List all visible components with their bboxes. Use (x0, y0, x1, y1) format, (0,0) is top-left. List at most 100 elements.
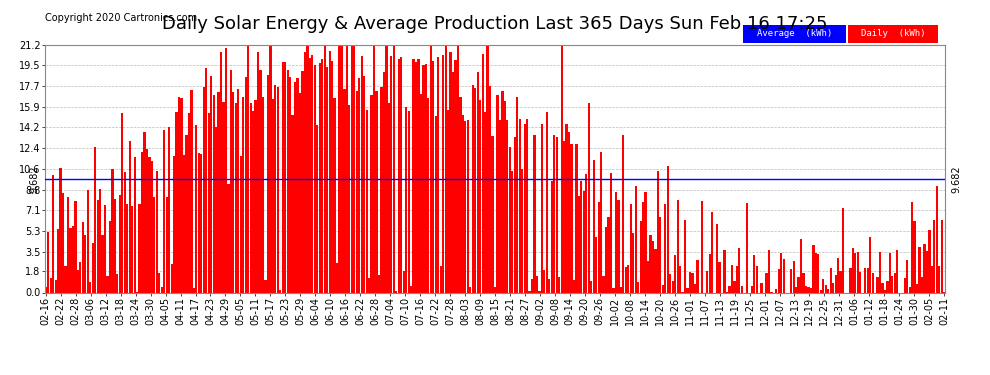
Bar (929, 230, 931, 292)
Bar (99, 189, 101, 292)
Bar (573, 280, 575, 292)
Bar (864, 268, 866, 292)
Bar (866, 268, 869, 292)
Bar (509, 147, 511, 292)
Bar (679, 266, 681, 292)
Bar (82, 222, 84, 292)
Bar (783, 259, 785, 292)
Bar (812, 244, 815, 292)
Bar (896, 250, 899, 292)
Bar (443, 55, 445, 292)
Bar (329, 51, 331, 292)
Bar (301, 71, 304, 292)
Bar (765, 273, 767, 292)
Bar (623, 135, 625, 292)
Bar (141, 152, 144, 292)
Bar (89, 282, 91, 292)
Bar (666, 166, 669, 292)
Bar (555, 137, 557, 292)
Bar (884, 290, 886, 292)
Bar (59, 168, 61, 292)
Bar (230, 70, 232, 292)
Bar (736, 266, 738, 292)
Bar (630, 204, 632, 292)
Bar (851, 248, 854, 292)
Bar (390, 56, 392, 292)
Bar (116, 274, 119, 292)
Bar (768, 250, 770, 292)
Bar (709, 254, 711, 292)
Bar (393, 45, 395, 292)
Bar (425, 64, 427, 292)
Bar (694, 284, 696, 292)
Bar (451, 72, 454, 292)
Bar (400, 57, 402, 292)
Bar (504, 100, 506, 292)
Bar (940, 220, 942, 292)
Bar (544, 270, 545, 292)
Bar (324, 45, 326, 292)
Bar (363, 76, 365, 292)
Bar (519, 119, 521, 292)
Bar (350, 45, 353, 292)
Bar (183, 154, 185, 292)
Bar (291, 115, 294, 292)
Bar (924, 244, 926, 292)
Bar (939, 266, 940, 292)
Bar (570, 144, 572, 292)
Bar (491, 136, 494, 292)
Bar (931, 266, 933, 292)
Bar (837, 258, 840, 292)
Bar (45, 287, 47, 292)
Bar (534, 135, 536, 292)
Bar (526, 119, 529, 292)
FancyBboxPatch shape (848, 25, 939, 42)
Bar (615, 192, 617, 292)
Bar (464, 121, 466, 292)
Bar (267, 75, 269, 292)
Bar (276, 87, 279, 292)
Bar (269, 45, 271, 292)
Bar (676, 200, 679, 292)
Bar (869, 237, 871, 292)
Bar (859, 273, 861, 292)
Bar (760, 283, 762, 292)
Bar (879, 252, 881, 292)
Bar (228, 184, 230, 292)
Bar (541, 124, 543, 292)
Bar (501, 91, 504, 292)
Bar (565, 124, 567, 292)
Bar (243, 97, 245, 292)
Bar (233, 92, 235, 292)
Bar (289, 77, 291, 292)
Text: Copyright 2020 Cartronics.com: Copyright 2020 Cartronics.com (45, 13, 197, 23)
Bar (646, 261, 649, 292)
Bar (706, 272, 709, 292)
Bar (729, 286, 731, 292)
Bar (334, 98, 336, 292)
Bar (430, 45, 432, 292)
Bar (671, 280, 674, 292)
Bar (461, 115, 464, 292)
Bar (911, 202, 913, 292)
Bar (173, 156, 175, 292)
Bar (835, 275, 837, 292)
Bar (659, 217, 661, 292)
Bar (632, 234, 635, 292)
Bar (558, 277, 560, 292)
Bar (368, 278, 370, 292)
Bar (248, 45, 249, 292)
Bar (101, 236, 104, 292)
Bar (919, 247, 921, 292)
Bar (331, 61, 334, 292)
Bar (822, 279, 825, 292)
Bar (745, 203, 747, 292)
Bar (499, 120, 501, 292)
Bar (656, 171, 659, 292)
Bar (514, 137, 516, 292)
Bar (252, 111, 254, 292)
Bar (506, 120, 509, 292)
Bar (52, 175, 54, 292)
Bar (529, 291, 531, 292)
Bar (57, 229, 59, 292)
